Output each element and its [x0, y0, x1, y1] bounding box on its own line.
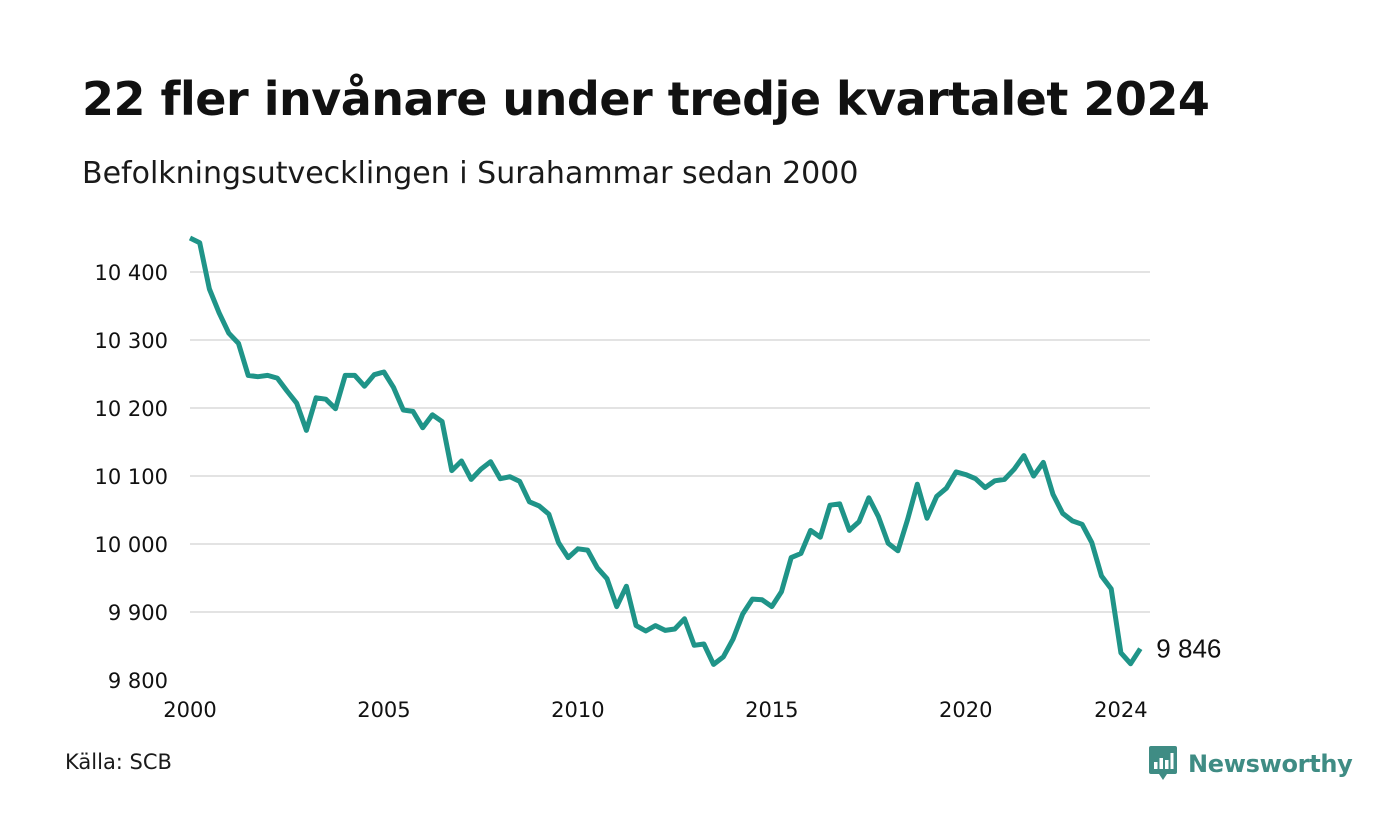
y-tick-label: 10 100 — [95, 465, 168, 489]
x-tick-label: 2015 — [745, 698, 798, 722]
source-note: Källa: SCB — [65, 750, 172, 774]
x-tick-label: 2000 — [163, 698, 216, 722]
x-tick-label: 2010 — [551, 698, 604, 722]
y-tick-label: 10 400 — [95, 261, 168, 285]
y-axis: 9 800 9 900 10 000 10 100 10 200 10 300 10 400 — [95, 261, 168, 693]
y-tick-label: 10 200 — [95, 397, 168, 421]
y-tick-label: 9 800 — [108, 669, 168, 693]
chart-subtitle: Befolkningsutvecklingen i Surahammar sed… — [82, 156, 859, 191]
y-tick-label: 10 000 — [95, 533, 168, 557]
gridlines — [190, 271, 1150, 613]
chart-title: 22 fler invånare under tredje kvartalet … — [82, 72, 1210, 126]
x-axis: 2000 2005 2010 2015 2020 2024 — [163, 698, 1147, 722]
y-tick-label: 10 300 — [95, 329, 168, 353]
x-tick-label: 2024 — [1094, 698, 1147, 722]
newsworthy-logo-icon — [1149, 746, 1177, 780]
brand-logo: Newsworthy — [1148, 744, 1353, 784]
x-tick-label: 2020 — [939, 698, 992, 722]
plot-area: 9 846 — [188, 235, 1221, 667]
brand-name: Newsworthy — [1188, 750, 1353, 778]
end-value-label: 9 846 — [1156, 634, 1221, 664]
x-tick-label: 2005 — [357, 698, 410, 722]
series-line — [188, 235, 1143, 667]
y-tick-label: 9 900 — [108, 601, 168, 625]
